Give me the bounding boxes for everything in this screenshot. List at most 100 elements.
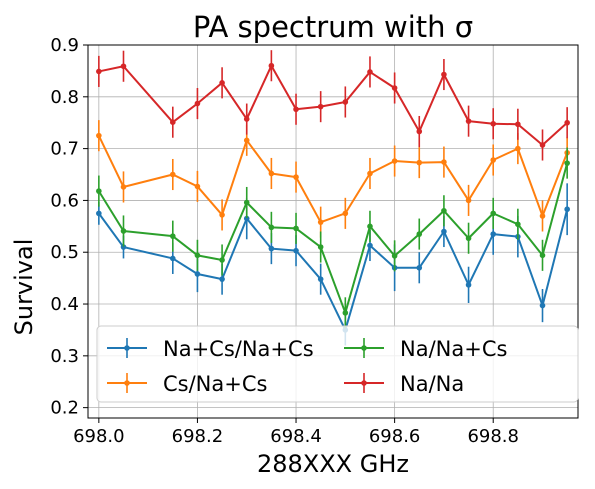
- data-point: [268, 224, 275, 231]
- series-3: [96, 50, 570, 161]
- legend-item: Na/Na+Cs: [344, 337, 507, 361]
- data-point: [96, 210, 102, 217]
- legend-swatch-marker: [361, 345, 367, 351]
- y-tick-label: 0.9: [50, 35, 79, 56]
- y-tick-label: 0.4: [50, 294, 79, 315]
- x-tick-label: 698.2: [172, 426, 224, 447]
- data-point: [490, 157, 497, 163]
- data-point: [120, 184, 127, 190]
- data-point: [243, 215, 250, 222]
- data-point: [120, 244, 127, 250]
- data-point: [342, 99, 349, 105]
- legend: Na+Cs/Na+Cs Cs/Na+Cs Na/Na+Cs Na/Na: [96, 325, 579, 403]
- legend-label: Na/Na+Cs: [400, 337, 507, 361]
- y-tick-label: 0.3: [50, 346, 79, 367]
- data-point: [416, 128, 423, 135]
- data-point: [219, 80, 225, 86]
- data-point: [120, 63, 127, 70]
- data-point: [194, 183, 201, 190]
- data-point: [317, 276, 324, 282]
- data-point: [441, 159, 447, 165]
- data-point: [243, 137, 250, 144]
- data-point: [194, 271, 201, 277]
- data-point: [194, 100, 201, 107]
- data-point: [169, 119, 176, 125]
- chart-title: PA spectrum with σ: [193, 10, 473, 44]
- data-point: [342, 210, 349, 217]
- y-tick-label: 0.6: [50, 190, 79, 211]
- data-point: [465, 118, 472, 124]
- data-point: [243, 116, 250, 122]
- legend-item: Na+Cs/Na+Cs: [107, 337, 314, 361]
- legend-label: Na/Na: [400, 372, 464, 396]
- x-tick-label: 698.0: [73, 426, 125, 447]
- data-point: [539, 213, 546, 219]
- data-point: [293, 225, 299, 232]
- data-point: [120, 228, 127, 234]
- data-point: [293, 247, 299, 254]
- data-point: [317, 244, 324, 250]
- data-point: [96, 68, 102, 75]
- data-point: [367, 170, 373, 177]
- data-point: [564, 206, 570, 213]
- y-tick-label: 0.8: [50, 87, 79, 108]
- data-point: [515, 145, 521, 152]
- series-layer: [96, 50, 570, 346]
- data-point: [490, 210, 497, 217]
- data-point: [441, 71, 447, 78]
- data-point: [490, 231, 497, 237]
- data-point: [515, 221, 521, 228]
- y-tick-label: 0.5: [50, 242, 79, 263]
- data-point: [564, 119, 570, 126]
- legend-swatch-marker: [124, 380, 130, 386]
- y-tick-label: 0.7: [50, 139, 79, 160]
- data-point: [539, 252, 546, 259]
- data-point: [391, 253, 398, 259]
- data-point: [219, 212, 225, 218]
- data-point: [367, 242, 373, 249]
- data-point: [539, 142, 546, 148]
- data-point: [96, 132, 102, 139]
- data-point: [564, 160, 570, 166]
- series-line: [98, 64, 568, 146]
- data-point: [243, 199, 250, 206]
- legend-swatch-marker: [361, 380, 367, 386]
- series-line: [97, 162, 569, 314]
- y-tick-label: 0.2: [50, 398, 79, 419]
- legend-label: Cs/Na+Cs: [163, 372, 267, 396]
- data-point: [317, 103, 324, 110]
- plot-frame: [87, 44, 579, 419]
- legend-swatch-marker: [124, 345, 130, 351]
- series-line: [98, 208, 569, 331]
- data-point: [465, 197, 472, 204]
- data-point: [515, 121, 521, 128]
- data-point: [268, 62, 275, 69]
- axes-frame: [87, 44, 579, 419]
- x-tick-label: 698.4: [270, 426, 322, 447]
- data-point: [317, 219, 324, 225]
- data-point: [441, 207, 447, 214]
- data-point: [465, 282, 472, 288]
- data-point: [169, 255, 176, 262]
- data-point: [465, 235, 472, 242]
- legend-item: Na/Na: [344, 372, 464, 396]
- x-tick-label: 698.6: [369, 426, 421, 447]
- data-point: [268, 245, 275, 252]
- y-axis-label: Survival: [10, 239, 38, 336]
- data-point: [441, 228, 447, 235]
- data-point: [342, 310, 349, 316]
- data-point: [169, 171, 176, 178]
- data-point: [539, 302, 546, 309]
- data-point: [391, 85, 398, 91]
- x-tick-label: 698.8: [467, 426, 519, 447]
- x-axis-label: 288XXX GHz: [257, 450, 409, 478]
- data-point: [367, 69, 373, 75]
- data-point: [96, 188, 102, 194]
- data-point: [490, 120, 497, 127]
- data-point: [169, 233, 176, 239]
- data-point: [194, 252, 201, 259]
- legend-item: Cs/Na+Cs: [107, 372, 267, 396]
- data-point: [268, 170, 275, 177]
- series-0: [96, 183, 570, 346]
